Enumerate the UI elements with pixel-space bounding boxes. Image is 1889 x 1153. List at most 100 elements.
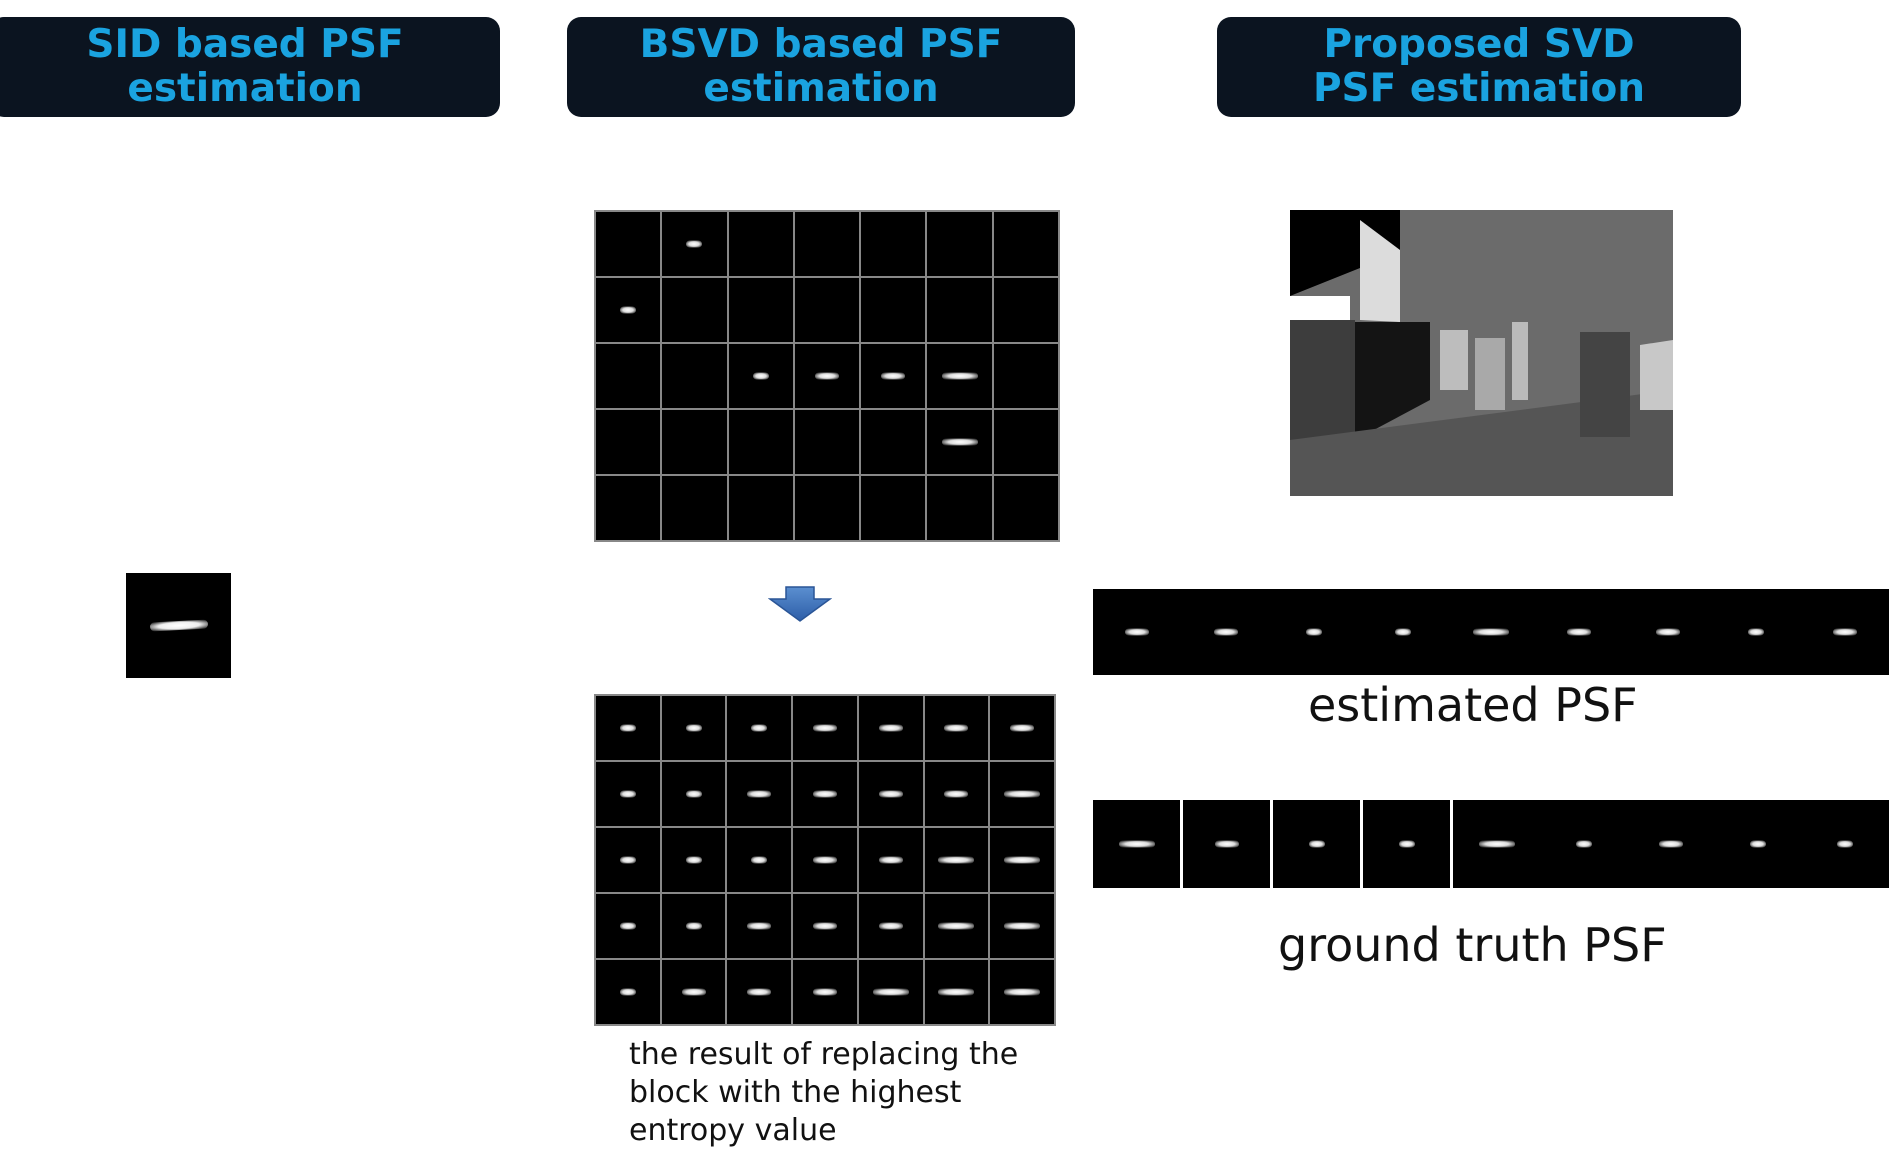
psf-blob xyxy=(1004,988,1041,996)
grid-cell xyxy=(990,894,1056,960)
psf-blob xyxy=(619,790,636,798)
grid-cell xyxy=(858,696,925,762)
grid-cell xyxy=(990,762,1056,828)
grid-cell xyxy=(727,894,794,960)
estimated-psf-cell xyxy=(1093,589,1181,675)
psf-blob xyxy=(752,372,769,380)
grid-cell xyxy=(861,344,928,410)
bsvd-full-grid xyxy=(594,694,1056,1026)
estimated-psf-cell xyxy=(1358,589,1446,675)
grid-cell xyxy=(661,828,728,894)
bsvd-caption-line2: block with the highest xyxy=(629,1075,962,1110)
bsvd-title-line2: estimation xyxy=(703,66,939,111)
psf-blob xyxy=(878,922,903,930)
down-arrow-icon xyxy=(768,586,832,622)
psf-blob xyxy=(1576,840,1593,848)
grid-cell xyxy=(993,410,1060,476)
psf-blob xyxy=(685,856,702,864)
grid-cell xyxy=(927,344,994,410)
psf-blob xyxy=(938,922,975,930)
grid-cell xyxy=(727,762,794,828)
psf-blob xyxy=(812,922,837,930)
grid-cell xyxy=(728,278,795,344)
grid-cell xyxy=(596,762,662,828)
psf-blob xyxy=(1837,840,1854,848)
psf-blob xyxy=(878,724,903,732)
grid-cell xyxy=(596,344,663,410)
psf-blob xyxy=(1394,628,1411,636)
grid-cell xyxy=(993,476,1060,542)
grid-cell xyxy=(861,476,928,542)
grid-cell xyxy=(661,960,728,1026)
estimated-psf-cell xyxy=(1270,589,1358,675)
grid-cell xyxy=(993,344,1060,410)
grid-cell xyxy=(596,476,663,542)
psf-blob xyxy=(1214,840,1239,848)
bsvd-sparse-grid xyxy=(594,210,1060,542)
grid-cell xyxy=(794,476,862,542)
estimated-psf-cell xyxy=(1447,589,1535,675)
grid-cell xyxy=(927,212,994,278)
grid-cell xyxy=(858,828,925,894)
grid-cell xyxy=(662,476,729,542)
psf-blob xyxy=(1398,840,1415,848)
grid-cell xyxy=(727,960,794,1026)
psf-blob xyxy=(619,922,636,930)
grid-cell xyxy=(728,344,795,410)
grid-cell xyxy=(662,212,729,278)
proposed-title-line1: Proposed SVD xyxy=(1323,22,1635,67)
psf-blob xyxy=(1472,628,1509,636)
grid-cell xyxy=(727,828,794,894)
ground-truth-psf-cell xyxy=(1183,800,1274,888)
psf-blob xyxy=(1308,840,1325,848)
grid-cell xyxy=(596,278,663,344)
psf-blob xyxy=(812,724,837,732)
psf-blob xyxy=(619,856,636,864)
estimated-psf-cell xyxy=(1712,589,1800,675)
grid-cell xyxy=(927,476,994,542)
grid-cell xyxy=(927,278,994,344)
grid-cell xyxy=(924,894,991,960)
psf-blob xyxy=(812,856,837,864)
ground-truth-psf-cell xyxy=(1093,800,1184,888)
sid-title: SID based PSF estimation xyxy=(86,22,404,111)
psf-blob xyxy=(1010,724,1035,732)
grid-cell xyxy=(924,960,991,1026)
grid-cell xyxy=(793,828,859,894)
psf-blob xyxy=(751,856,768,864)
sid-psf-image xyxy=(126,573,231,678)
bsvd-caption: the result of replacing the block with t… xyxy=(629,1036,1018,1150)
estimated-psf-cell xyxy=(1624,589,1712,675)
psf-blob xyxy=(747,790,772,798)
psf-blob xyxy=(747,922,772,930)
grid-cell xyxy=(861,278,928,344)
grid-cell xyxy=(661,894,728,960)
psf-blob xyxy=(1478,840,1515,848)
estimated-psf-strip xyxy=(1093,589,1889,675)
grid-cell xyxy=(794,410,862,476)
grid-cell xyxy=(990,828,1056,894)
psf-blob xyxy=(872,988,909,996)
psf-blob xyxy=(878,790,903,798)
ground-truth-psf-cell xyxy=(1802,800,1889,888)
psf-blob xyxy=(1213,628,1238,636)
grid-cell xyxy=(662,410,729,476)
grid-cell xyxy=(993,278,1060,344)
grid-cell xyxy=(596,212,663,278)
psf-blob xyxy=(878,856,903,864)
psf-blob xyxy=(686,240,703,248)
grid-cell xyxy=(596,696,662,762)
psf-blob xyxy=(1750,840,1767,848)
psf-blob xyxy=(1004,790,1041,798)
psf-blob xyxy=(1655,628,1680,636)
psf-blob xyxy=(812,988,837,996)
psf-blob xyxy=(1118,840,1155,848)
ground-truth-psf-cell xyxy=(1363,800,1454,888)
grid-cell xyxy=(662,344,729,410)
grid-cell xyxy=(861,410,928,476)
grid-cell xyxy=(661,696,728,762)
grid-cell xyxy=(596,828,662,894)
estimated-psf-cell xyxy=(1181,589,1269,675)
grid-cell xyxy=(793,762,859,828)
psf-blob xyxy=(747,988,772,996)
